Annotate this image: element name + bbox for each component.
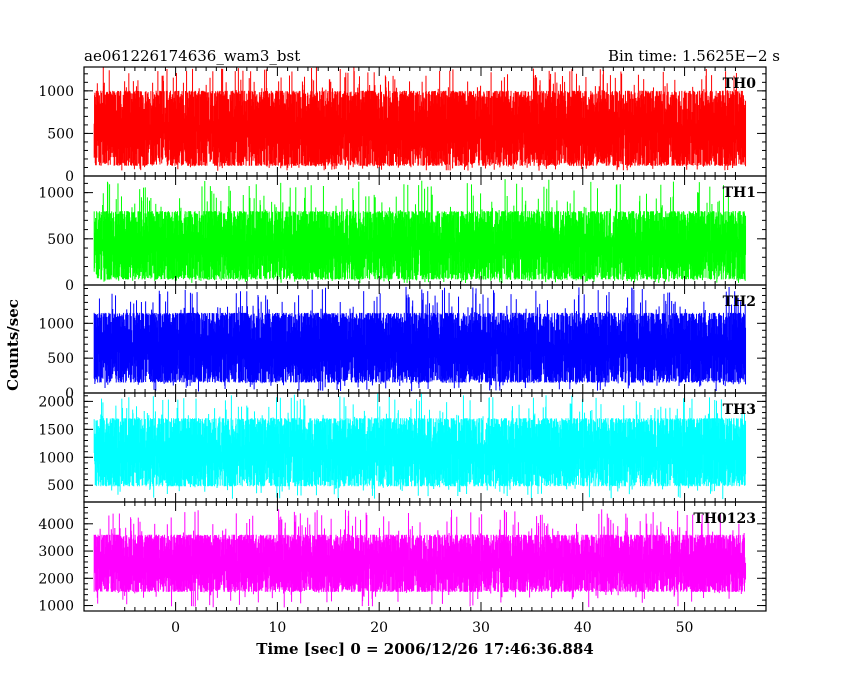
y-tick-label: 1500 xyxy=(38,422,74,438)
y-tick-label: 2000 xyxy=(38,394,74,410)
y-tick-label: 0 xyxy=(65,386,74,402)
panel-label: TH2 xyxy=(723,294,756,310)
y-tick-label: 2000 xyxy=(38,571,74,587)
series-th3 xyxy=(93,393,747,500)
panel-th3: 500 1000 1500 2000 TH3 xyxy=(38,392,767,503)
x-tick-label: 20 xyxy=(370,620,388,636)
series-th1 xyxy=(93,179,747,283)
y-tick-label: 4000 xyxy=(38,517,74,533)
x-tick-label: 10 xyxy=(268,620,286,636)
panel-label: TH0 xyxy=(723,76,757,92)
y-tick-label: 0 xyxy=(65,169,74,185)
y-tick-label: 500 xyxy=(47,351,74,367)
panel-th0123: 1000 2000 3000 4000 TH0123 0 10 20 30 40 50 xyxy=(38,501,767,636)
y-tick-label: 3000 xyxy=(38,544,74,560)
y-tick-label: 1000 xyxy=(38,450,74,466)
y-tick-label: 0 xyxy=(65,278,74,294)
x-axis-label: Time [sec] 0 = 2006/12/26 17:46:36.884 xyxy=(256,640,593,658)
y-axis-label: Counts/sec xyxy=(4,299,22,391)
y-tick-label: 500 xyxy=(47,478,74,494)
panel-th0: 0 500 1000 TH0 xyxy=(38,66,767,185)
panel-th1: 0 500 1000 TH1 xyxy=(38,175,767,294)
y-tick-label: 1000 xyxy=(38,316,74,332)
y-tick-label: 1000 xyxy=(38,186,74,202)
y-tick-label: 1000 xyxy=(38,599,74,615)
panel-label: TH3 xyxy=(723,402,756,418)
panel-frame xyxy=(83,501,767,612)
panel-th2: 0 500 1000 TH2 xyxy=(38,284,767,402)
x-tick-label: 50 xyxy=(676,620,694,636)
series-th0 xyxy=(93,67,747,171)
panel-label: TH0123 xyxy=(693,511,756,527)
chart-title: ae061226174636_wam3_bst xyxy=(84,47,300,65)
y-tick-label: 1000 xyxy=(38,84,74,100)
x-tick-label: 0 xyxy=(171,620,180,636)
x-tick-label: 30 xyxy=(472,620,490,636)
series-th2 xyxy=(93,286,747,392)
y-tick-label: 500 xyxy=(47,126,74,142)
bin-time-label: Bin time: 1.5625E−2 s xyxy=(608,47,780,65)
x-tick-label: 40 xyxy=(574,620,592,636)
series-th0123 xyxy=(93,509,747,608)
panel-label: TH1 xyxy=(723,185,756,201)
y-tick-label: 500 xyxy=(47,232,74,248)
